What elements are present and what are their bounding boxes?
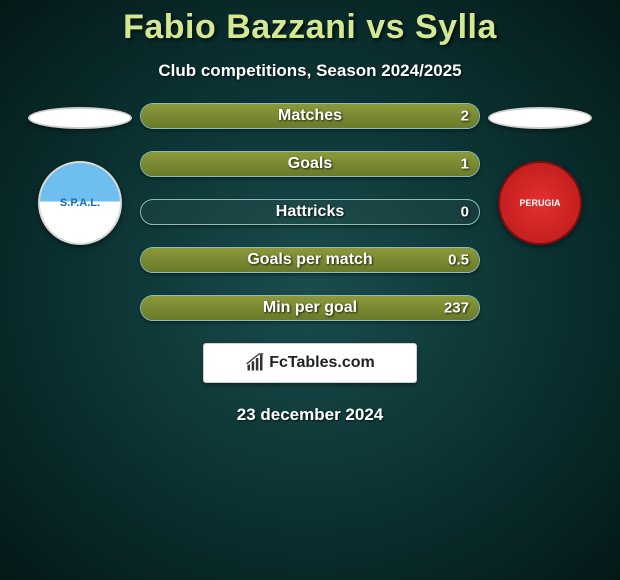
left-side: S.P.A.L.: [20, 103, 140, 245]
stat-right-value: 0.5: [448, 252, 469, 269]
right-club-crest: PERUGIA: [498, 161, 582, 245]
left-crest-label: S.P.A.L.: [60, 197, 100, 209]
stat-label: Min per goal: [263, 299, 357, 317]
stat-right-value: 2: [461, 108, 469, 125]
brand-text: FcTables.com: [269, 354, 375, 372]
right-side: PERUGIA: [480, 103, 600, 245]
subtitle: Club competitions, Season 2024/2025: [0, 61, 620, 81]
right-player-photo-placeholder: [488, 107, 592, 129]
stat-label: Matches: [278, 107, 342, 125]
stat-right-value: 237: [444, 300, 469, 317]
stat-label: Hattricks: [276, 203, 344, 221]
stat-bar: Hattricks 0: [140, 199, 480, 225]
left-club-crest: S.P.A.L.: [38, 161, 122, 245]
stat-bar: Matches 2: [140, 103, 480, 129]
stat-bar: Goals 1: [140, 151, 480, 177]
stat-label: Goals: [288, 155, 332, 173]
date-text: 23 december 2024: [0, 405, 620, 425]
stat-bar: Min per goal 237: [140, 295, 480, 321]
stat-bar: Goals per match 0.5: [140, 247, 480, 273]
brand-box[interactable]: FcTables.com: [203, 343, 417, 383]
left-player-photo-placeholder: [28, 107, 132, 129]
main-row: S.P.A.L. Matches 2 Goals 1 Hattricks 0 Goals p…: [0, 103, 620, 321]
stat-bars: Matches 2 Goals 1 Hattricks 0 Goals per match 0…: [140, 103, 480, 321]
stat-right-value: 0: [461, 204, 469, 221]
right-crest-label: PERUGIA: [519, 198, 560, 208]
stat-right-value: 1: [461, 156, 469, 173]
chart-icon: [245, 353, 265, 373]
page-title: Fabio Bazzani vs Sylla: [0, 0, 620, 47]
stat-label: Goals per match: [247, 251, 372, 269]
